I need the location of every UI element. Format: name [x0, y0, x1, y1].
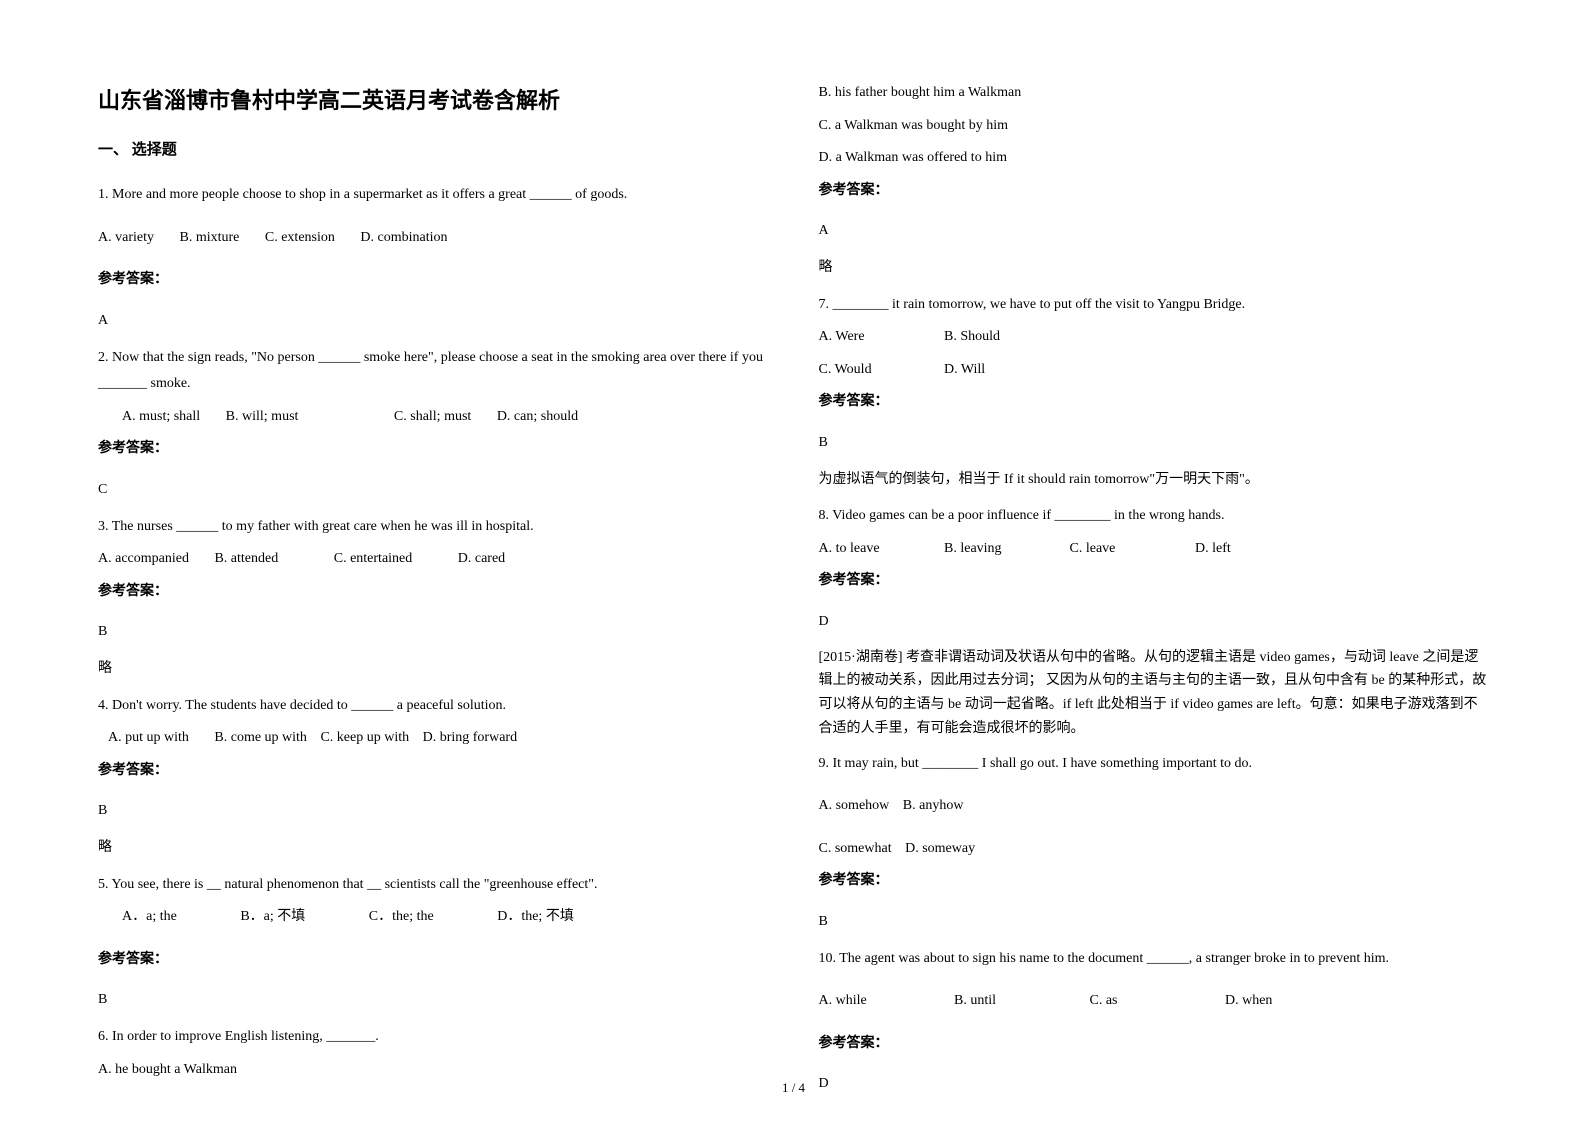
q4-note: 略 — [98, 835, 769, 862]
q1-opt-a: A. variety — [98, 230, 154, 245]
q6-note: 略 — [819, 255, 1490, 282]
q6-stem: 6. In order to improve English listening… — [98, 1024, 769, 1051]
answer-label: 参考答案： — [98, 579, 769, 606]
q5-answer: B — [98, 987, 769, 1014]
q8-answer: D — [819, 609, 1490, 636]
q1-stem: 1. More and more people choose to shop i… — [98, 182, 769, 209]
q7-options-row2: C. Would D. Will — [819, 357, 1490, 384]
q9-options-row1: A. somehow B. anyhow — [819, 793, 1490, 820]
q10-opt-c: C. as — [1090, 988, 1200, 1015]
q10-opt-d: D. when — [1225, 993, 1272, 1008]
answer-label: 参考答案： — [819, 868, 1490, 895]
q3-opt-c: C. entertained — [334, 551, 413, 566]
q3-opt-b: B. attended — [214, 551, 278, 566]
doc-title: 山东省淄博市鲁村中学高二英语月考试卷含解析 — [98, 80, 769, 122]
answer-label: 参考答案： — [819, 568, 1490, 595]
q6-opt-d: D. a Walkman was offered to him — [819, 145, 1490, 172]
page: 山东省淄博市鲁村中学高二英语月考试卷含解析 一、 选择题 1. More and… — [98, 80, 1489, 1108]
answer-label: 参考答案： — [819, 1031, 1490, 1058]
q2-opt-d: D. can; should — [497, 409, 578, 424]
q8-opt-a: A. to leave — [819, 536, 919, 563]
q9-opt-c: C. somewhat — [819, 841, 892, 856]
q9-options-row2: C. somewhat D. someway — [819, 836, 1490, 863]
q3-opt-d: D. cared — [458, 551, 505, 566]
q2-answer: C — [98, 477, 769, 504]
q4-opt-b: B. come up with — [214, 730, 307, 745]
answer-label: 参考答案： — [98, 267, 769, 294]
q2-stem: 2. Now that the sign reads, "No person _… — [98, 345, 769, 398]
q8-opt-b: B. leaving — [944, 536, 1044, 563]
q2-opt-c: C. shall; must — [394, 409, 471, 424]
q3-answer: B — [98, 619, 769, 646]
q4-answer: B — [98, 798, 769, 825]
q7-opt-c: C. Would — [819, 357, 919, 384]
left-column: 山东省淄博市鲁村中学高二英语月考试卷含解析 一、 选择题 1. More and… — [98, 80, 769, 1108]
q3-stem: 3. The nurses ______ to my father with g… — [98, 514, 769, 541]
q5-opt-a: A．a; the — [122, 909, 177, 924]
q7-explanation: 为虚拟语气的倒装句，相当于 If it should rain tomorrow… — [819, 467, 1490, 494]
answer-label: 参考答案： — [98, 758, 769, 785]
q8-explanation: [2015·湖南卷] 考查非谓语动词及状语从句中的省略。从句的逻辑主语是 vid… — [819, 646, 1490, 741]
q1-answer: A — [98, 308, 769, 335]
q6-opt-a: A. he bought a Walkman — [98, 1057, 769, 1084]
q1-opt-c: C. extension — [265, 230, 335, 245]
right-column: B. his father bought him a Walkman C. a … — [819, 80, 1490, 1108]
q4-options: A. put up with B. come up with C. keep u… — [98, 725, 769, 752]
answer-label: 参考答案： — [819, 389, 1490, 416]
q10-opt-a: A. while — [819, 988, 929, 1015]
page-number: 1 / 4 — [782, 1080, 805, 1096]
q9-stem: 9. It may rain, but ________ I shall go … — [819, 751, 1490, 778]
q5-options: A．a; the B．a; 不填 C．the; the D．the; 不填 — [98, 904, 769, 931]
q6-opt-b: B. his father bought him a Walkman — [819, 80, 1490, 107]
q3-options: A. accompanied B. attended C. entertaine… — [98, 546, 769, 573]
q8-stem: 8. Video games can be a poor influence i… — [819, 503, 1490, 530]
q4-stem: 4. Don't worry. The students have decide… — [98, 693, 769, 720]
q4-opt-d: D. bring forward — [423, 730, 517, 745]
q3-note: 略 — [98, 656, 769, 683]
q8-opt-d: D. left — [1195, 541, 1231, 556]
q5-stem: 5. You see, there is __ natural phenomen… — [98, 872, 769, 899]
q10-options: A. while B. until C. as D. when — [819, 988, 1490, 1015]
q10-opt-b: B. until — [954, 988, 1064, 1015]
q10-answer: D — [819, 1071, 1490, 1098]
q5-opt-b: B．a; 不填 — [240, 909, 305, 924]
q9-opt-d: D. someway — [905, 841, 975, 856]
q4-opt-a: A. put up with — [108, 730, 189, 745]
q2-opt-b: B. will; must — [226, 409, 299, 424]
q1-options: A. variety B. mixture C. extension D. co… — [98, 225, 769, 252]
q8-options: A. to leave B. leaving C. leave D. left — [819, 536, 1490, 563]
answer-label: 参考答案： — [98, 947, 769, 974]
q8-opt-c: C. leave — [1070, 536, 1170, 563]
answer-label: 参考答案： — [819, 178, 1490, 205]
q7-opt-d: D. Will — [944, 362, 985, 377]
q9-opt-a: A. somehow — [819, 798, 890, 813]
q6-opt-c: C. a Walkman was bought by him — [819, 113, 1490, 140]
q7-opt-b: B. Should — [944, 329, 1000, 344]
q7-stem: 7. ________ it rain tomorrow, we have to… — [819, 292, 1490, 319]
q4-opt-c: C. keep up with — [320, 730, 409, 745]
q10-stem: 10. The agent was about to sign his name… — [819, 946, 1490, 973]
q3-opt-a: A. accompanied — [98, 551, 189, 566]
q7-opt-a: A. Were — [819, 324, 919, 351]
q2-options: A. must; shall B. will; must C. shall; m… — [98, 404, 769, 431]
q2-opt-a: A. must; shall — [122, 409, 200, 424]
q1-opt-b: B. mixture — [179, 230, 239, 245]
section-heading: 一、 选择题 — [98, 136, 769, 165]
q1-opt-d: D. combination — [360, 230, 447, 245]
q7-answer: B — [819, 430, 1490, 457]
q7-options-row1: A. Were B. Should — [819, 324, 1490, 351]
q6-answer: A — [819, 218, 1490, 245]
q5-opt-c: C．the; the — [369, 909, 434, 924]
answer-label: 参考答案： — [98, 436, 769, 463]
q9-answer: B — [819, 909, 1490, 936]
q5-opt-d: D．the; 不填 — [497, 909, 574, 924]
q9-opt-b: B. anyhow — [903, 798, 964, 813]
